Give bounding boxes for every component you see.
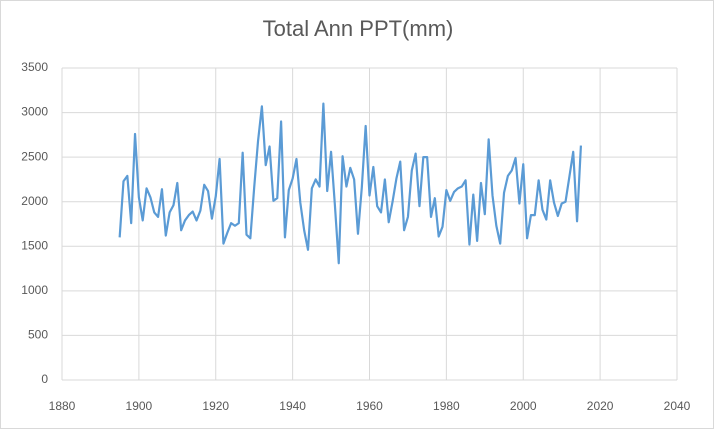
- y-tick-label: 0: [41, 372, 48, 386]
- chart-title: Total Ann PPT(mm): [263, 16, 454, 41]
- x-tick-label: 2000: [510, 399, 537, 413]
- y-tick-label: 1000: [21, 283, 48, 297]
- y-tick-label: 2500: [21, 149, 48, 163]
- x-tick-label: 2040: [664, 399, 691, 413]
- y-tick-label: 2000: [21, 194, 48, 208]
- y-tick-label: 1500: [21, 238, 48, 252]
- x-tick-label: 1940: [279, 399, 306, 413]
- x-tick-label: 1960: [356, 399, 383, 413]
- x-tick-label: 1920: [202, 399, 229, 413]
- y-tick-label: 3000: [21, 105, 48, 119]
- x-tick-label: 2020: [587, 399, 614, 413]
- y-tick-label: 500: [28, 328, 48, 342]
- data-line: [118, 102, 583, 265]
- x-tick-label: 1880: [49, 399, 76, 413]
- x-tick-label: 1980: [433, 399, 460, 413]
- x-tick-label: 1900: [126, 399, 153, 413]
- y-tick-label: 3500: [21, 60, 48, 74]
